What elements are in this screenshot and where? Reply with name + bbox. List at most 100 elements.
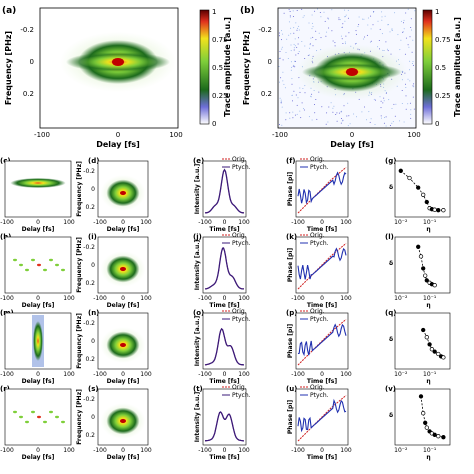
- noise-dot: [286, 38, 288, 40]
- noise-dot: [395, 103, 397, 105]
- ylabel: Phase [pi]: [287, 172, 294, 207]
- noise-dot: [279, 124, 280, 125]
- ytick: -0.2: [83, 396, 95, 403]
- noise-dot: [296, 46, 298, 48]
- noise-dot: [303, 109, 305, 111]
- legend-ptych: Ptych.: [310, 316, 329, 323]
- xtick: 10⁻²: [394, 371, 408, 378]
- noise-dot: [315, 39, 317, 41]
- noise-dot: [342, 120, 344, 122]
- ylabel-a: Frequency [PHz]: [4, 31, 13, 105]
- noise-dot: [413, 86, 415, 88]
- trace-spot: [55, 263, 59, 267]
- xlabel: Time [fs]: [307, 378, 337, 385]
- noise-dot: [325, 35, 327, 37]
- noise-dot: [341, 110, 343, 112]
- noise-dot: [407, 44, 409, 46]
- noise-dot: [384, 15, 386, 17]
- noise-dot: [392, 121, 394, 123]
- trace-spot: [31, 258, 35, 262]
- ytick: -0.2: [83, 244, 95, 251]
- noise-dot: [391, 28, 393, 30]
- trace-spot: [37, 263, 41, 267]
- noise-dot: [382, 102, 384, 104]
- noise-dot: [366, 119, 367, 121]
- trace-peak: [120, 419, 126, 423]
- noise-dot: [289, 15, 291, 17]
- noise-dot: [312, 45, 314, 47]
- noise-dot: [331, 9, 333, 11]
- xtick-b-1: 0: [350, 131, 354, 139]
- cbar-tick-b-4: 0: [435, 120, 439, 128]
- noise-dot: [308, 22, 310, 24]
- panel-j: (j) Orig.Ptych. Intensity [a.u.] -100 0 100Ti…: [193, 232, 251, 309]
- cbar-label-a: Trace amplitude [a.u.]: [223, 17, 232, 117]
- noise-dot: [293, 49, 295, 51]
- legend-orig: Orig.: [232, 308, 247, 315]
- noise-dot: [280, 102, 282, 104]
- delta-point: [436, 351, 441, 357]
- xtick: -100: [93, 295, 107, 302]
- noise-dot: [326, 112, 328, 114]
- noise-dot: [299, 110, 301, 112]
- noise-dot: [410, 27, 412, 28]
- noise-dot: [355, 33, 357, 35]
- ytick-a-1: 0: [30, 58, 34, 66]
- noise-dot: [292, 16, 294, 17]
- xtick: 0: [223, 447, 227, 454]
- noise-dot: [407, 78, 409, 80]
- noise-dot: [347, 9, 349, 11]
- noise-dot: [293, 32, 295, 34]
- noise-dot: [341, 38, 343, 40]
- ylabel: δ: [389, 260, 393, 267]
- delta-point: [421, 327, 426, 333]
- noise-dot: [363, 18, 365, 20]
- xtick: -100: [198, 371, 212, 378]
- colorbar-b: [422, 9, 433, 125]
- noise-dot: [281, 48, 283, 50]
- noise-dot: [283, 83, 285, 85]
- noise-dot: [303, 15, 305, 17]
- noise-dot: [341, 26, 343, 28]
- noise-dot: [285, 52, 287, 53]
- noise-dot: [314, 104, 315, 105]
- plot-frame: [202, 388, 247, 446]
- legend-orig: Orig.: [310, 384, 325, 391]
- xtick: -100: [291, 371, 305, 378]
- trace-spot: [25, 268, 29, 272]
- noise-dot: [310, 95, 312, 97]
- ylabel: Intensity [a.u.]: [194, 391, 201, 442]
- panel-label: (t): [193, 385, 203, 393]
- noise-dot: [334, 42, 336, 44]
- xtick: -100: [198, 219, 212, 226]
- xtick: 10⁻²: [394, 447, 408, 454]
- noise-dot: [290, 27, 292, 29]
- noise-dot: [368, 111, 370, 113]
- noise-dot: [356, 116, 357, 118]
- ylabel: Phase [pi]: [287, 324, 294, 359]
- noise-dot: [317, 8, 319, 10]
- noise-dot: [349, 123, 351, 125]
- panel-label: (l): [385, 233, 394, 241]
- panel-e: (e) Orig.Ptych. Intensity [a.u.] -100 0 100Ti…: [193, 156, 251, 233]
- noise-dot: [293, 43, 295, 45]
- legend-orig: Orig.: [232, 232, 247, 239]
- panel-label: (i): [88, 233, 97, 241]
- panel-label: (e): [193, 157, 204, 165]
- noise-dot: [405, 108, 407, 110]
- noise-dot: [338, 17, 340, 19]
- noise-dot: [298, 25, 300, 27]
- trace-spot: [43, 420, 47, 424]
- noise-dot: [332, 111, 334, 113]
- ytick: 0.2: [85, 432, 95, 439]
- trace-spot: [43, 268, 47, 272]
- noise-dot: [386, 48, 388, 50]
- panel-o: (o) Orig.Ptych. Intensity [a.u.] -100 0 100Ti…: [193, 308, 251, 385]
- noise-dot: [388, 24, 389, 26]
- xtick: 0: [121, 219, 125, 226]
- noise-dot: [280, 77, 282, 79]
